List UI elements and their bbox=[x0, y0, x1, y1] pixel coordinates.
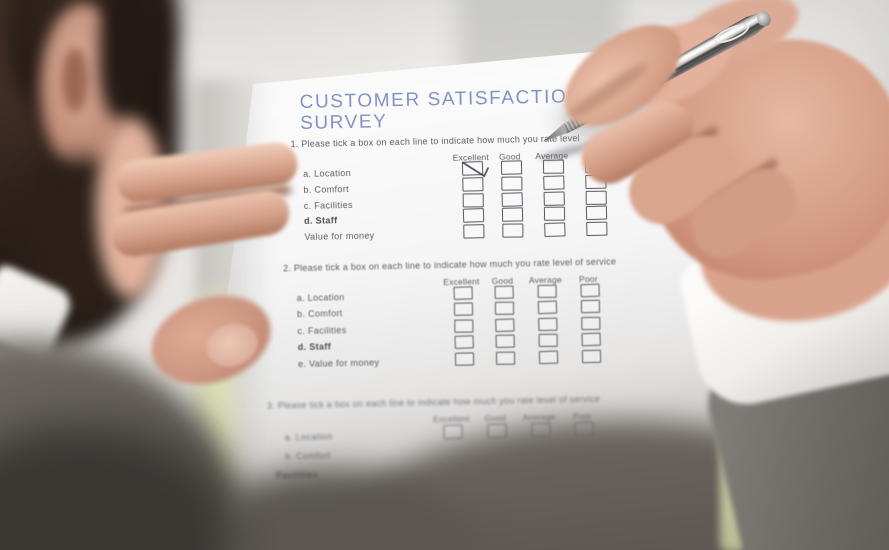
row-label: b. Comfort bbox=[284, 450, 331, 462]
question-text: 3. Please tick a box on each line to ind… bbox=[266, 393, 601, 411]
tick-mark bbox=[458, 157, 490, 182]
column-header-average: Average bbox=[522, 411, 556, 423]
column-header-excellent: Excellent bbox=[433, 413, 470, 425]
row-label: a. Location bbox=[284, 431, 333, 443]
hair-behind-ear bbox=[100, 0, 152, 120]
checkbox-excellent bbox=[442, 424, 463, 440]
ear-inner-shadow bbox=[62, 48, 88, 112]
column-header-good: Good bbox=[484, 412, 507, 424]
